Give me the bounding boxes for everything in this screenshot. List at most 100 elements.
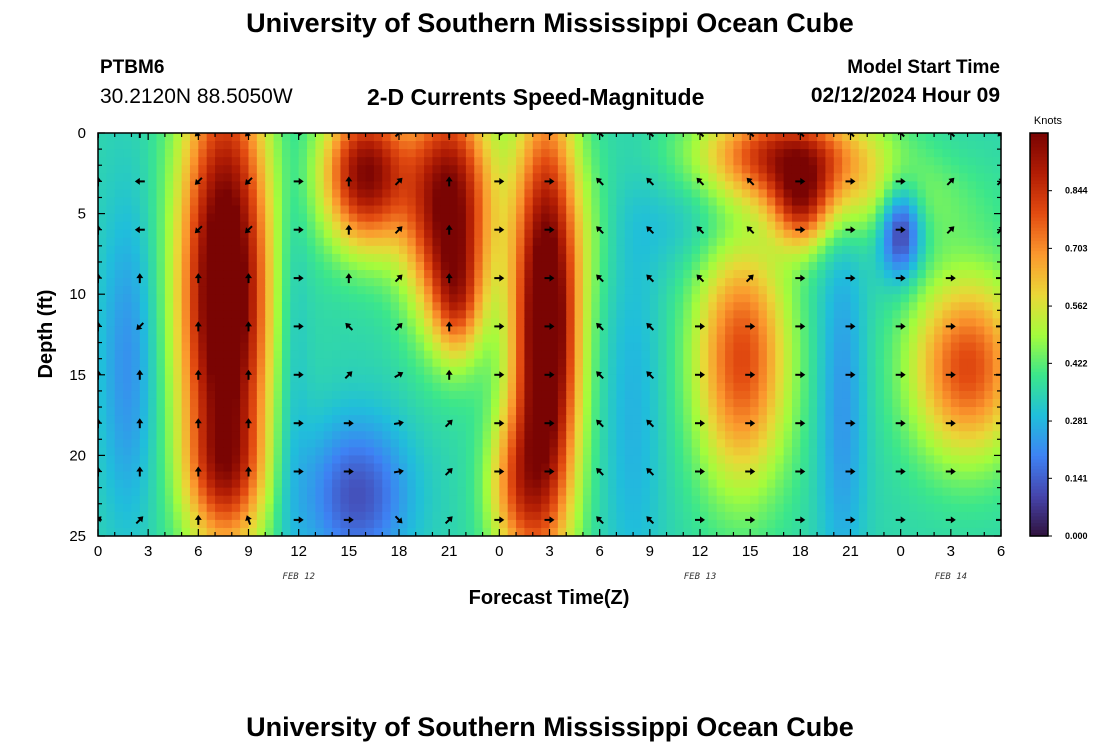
heatmap-cell [123, 519, 133, 529]
heatmap-cell [382, 326, 392, 336]
heatmap-cell [198, 270, 208, 279]
heatmap-cell [750, 229, 760, 239]
heatmap-cell [465, 181, 475, 191]
heatmap-cell [223, 157, 233, 166]
heatmap-cell [674, 302, 684, 311]
heatmap-cell [215, 149, 225, 158]
heatmap-cell [541, 261, 551, 271]
heatmap-cell [658, 479, 668, 489]
heatmap-cell [842, 278, 852, 287]
heatmap-cell [281, 245, 291, 255]
heatmap-cell [741, 455, 751, 465]
heatmap-cell [725, 463, 735, 473]
heatmap-cell [608, 527, 617, 536]
heatmap-cell [415, 358, 425, 368]
heatmap-cell [148, 149, 158, 158]
heatmap-cell [131, 278, 141, 287]
heatmap-cell [599, 181, 609, 191]
heatmap-cell [348, 527, 358, 536]
heatmap-cell [683, 261, 693, 271]
heatmap-cell [649, 511, 659, 521]
heatmap-cell [591, 503, 601, 513]
heatmap-cell [867, 294, 877, 303]
heatmap-cell [223, 342, 233, 352]
heatmap-cell [591, 205, 601, 215]
heatmap-cell [298, 270, 308, 279]
heatmap-cell [474, 415, 484, 424]
heatmap-cell [290, 165, 300, 174]
heatmap-cell [641, 511, 651, 521]
heatmap-cell [624, 511, 634, 521]
heatmap-cell [733, 455, 743, 465]
heatmap-cell [407, 398, 417, 408]
heatmap-cell [507, 503, 517, 513]
heatmap-cell [800, 358, 810, 368]
heatmap-cell [516, 270, 526, 279]
heatmap-cell [599, 197, 609, 207]
heatmap-cell [281, 270, 291, 279]
heatmap-cell [181, 415, 191, 424]
heatmap-cell [775, 503, 785, 513]
heatmap-cell [624, 495, 634, 505]
heatmap-cell [700, 253, 709, 263]
heatmap-cell [516, 455, 526, 465]
heatmap-cell [541, 447, 551, 456]
heatmap-cell [340, 519, 350, 529]
heatmap-cell [265, 511, 275, 521]
heatmap-cell [557, 286, 567, 295]
heatmap-cell [700, 463, 709, 473]
heatmap-cell [909, 261, 918, 271]
heatmap-cell [114, 197, 124, 207]
heatmap-cell [867, 326, 877, 336]
heatmap-cell [307, 527, 316, 536]
heatmap-cell [549, 334, 559, 344]
speed-heatmap [98, 133, 1001, 536]
heatmap-cell [206, 221, 216, 231]
heatmap-cell [783, 197, 793, 207]
heatmap-cell [892, 511, 902, 521]
heatmap-cell [173, 213, 183, 223]
heatmap-cell [633, 318, 643, 328]
heatmap-cell [616, 439, 626, 448]
heatmap-cell [156, 366, 166, 376]
heatmap-cell [181, 205, 191, 215]
heatmap-cell [925, 149, 935, 158]
heatmap-cell [307, 286, 316, 295]
heatmap-cell [700, 310, 709, 319]
heatmap-cell [189, 149, 199, 158]
heatmap-cell [164, 326, 174, 336]
heatmap-cell [658, 294, 668, 303]
heatmap-cell [365, 302, 375, 311]
heatmap-cell [248, 350, 258, 360]
heatmap-cell [164, 318, 174, 328]
heatmap-cell [817, 173, 827, 182]
heatmap-cell [340, 141, 350, 150]
heatmap-cell [541, 439, 551, 448]
heatmap-cell [390, 455, 400, 465]
heatmap-cell [532, 527, 542, 536]
heatmap-cell [490, 221, 500, 231]
heatmap-cell [98, 245, 107, 255]
heatmap-cell [532, 423, 542, 432]
heatmap-cell [591, 455, 601, 465]
heatmap-cell [691, 326, 701, 336]
heatmap-cell [156, 165, 166, 174]
heatmap-cell [332, 173, 342, 182]
heatmap-cell [173, 165, 183, 174]
heatmap-cell [148, 173, 158, 182]
heatmap-cell [783, 318, 793, 328]
heatmap-cell [883, 471, 893, 481]
heatmap-cell [340, 173, 350, 182]
heatmap-cell [750, 245, 760, 255]
heatmap-cell [557, 390, 567, 400]
heatmap-cell [181, 487, 191, 497]
heatmap-cell [315, 173, 325, 182]
heatmap-cell [608, 382, 617, 392]
heatmap-cell [624, 487, 634, 497]
heatmap-cell [666, 479, 676, 489]
heatmap-cell [323, 213, 333, 223]
heatmap-cell [624, 189, 634, 199]
heatmap-cell [557, 479, 567, 489]
heatmap-cell [649, 342, 659, 352]
heatmap-cell [658, 495, 668, 505]
